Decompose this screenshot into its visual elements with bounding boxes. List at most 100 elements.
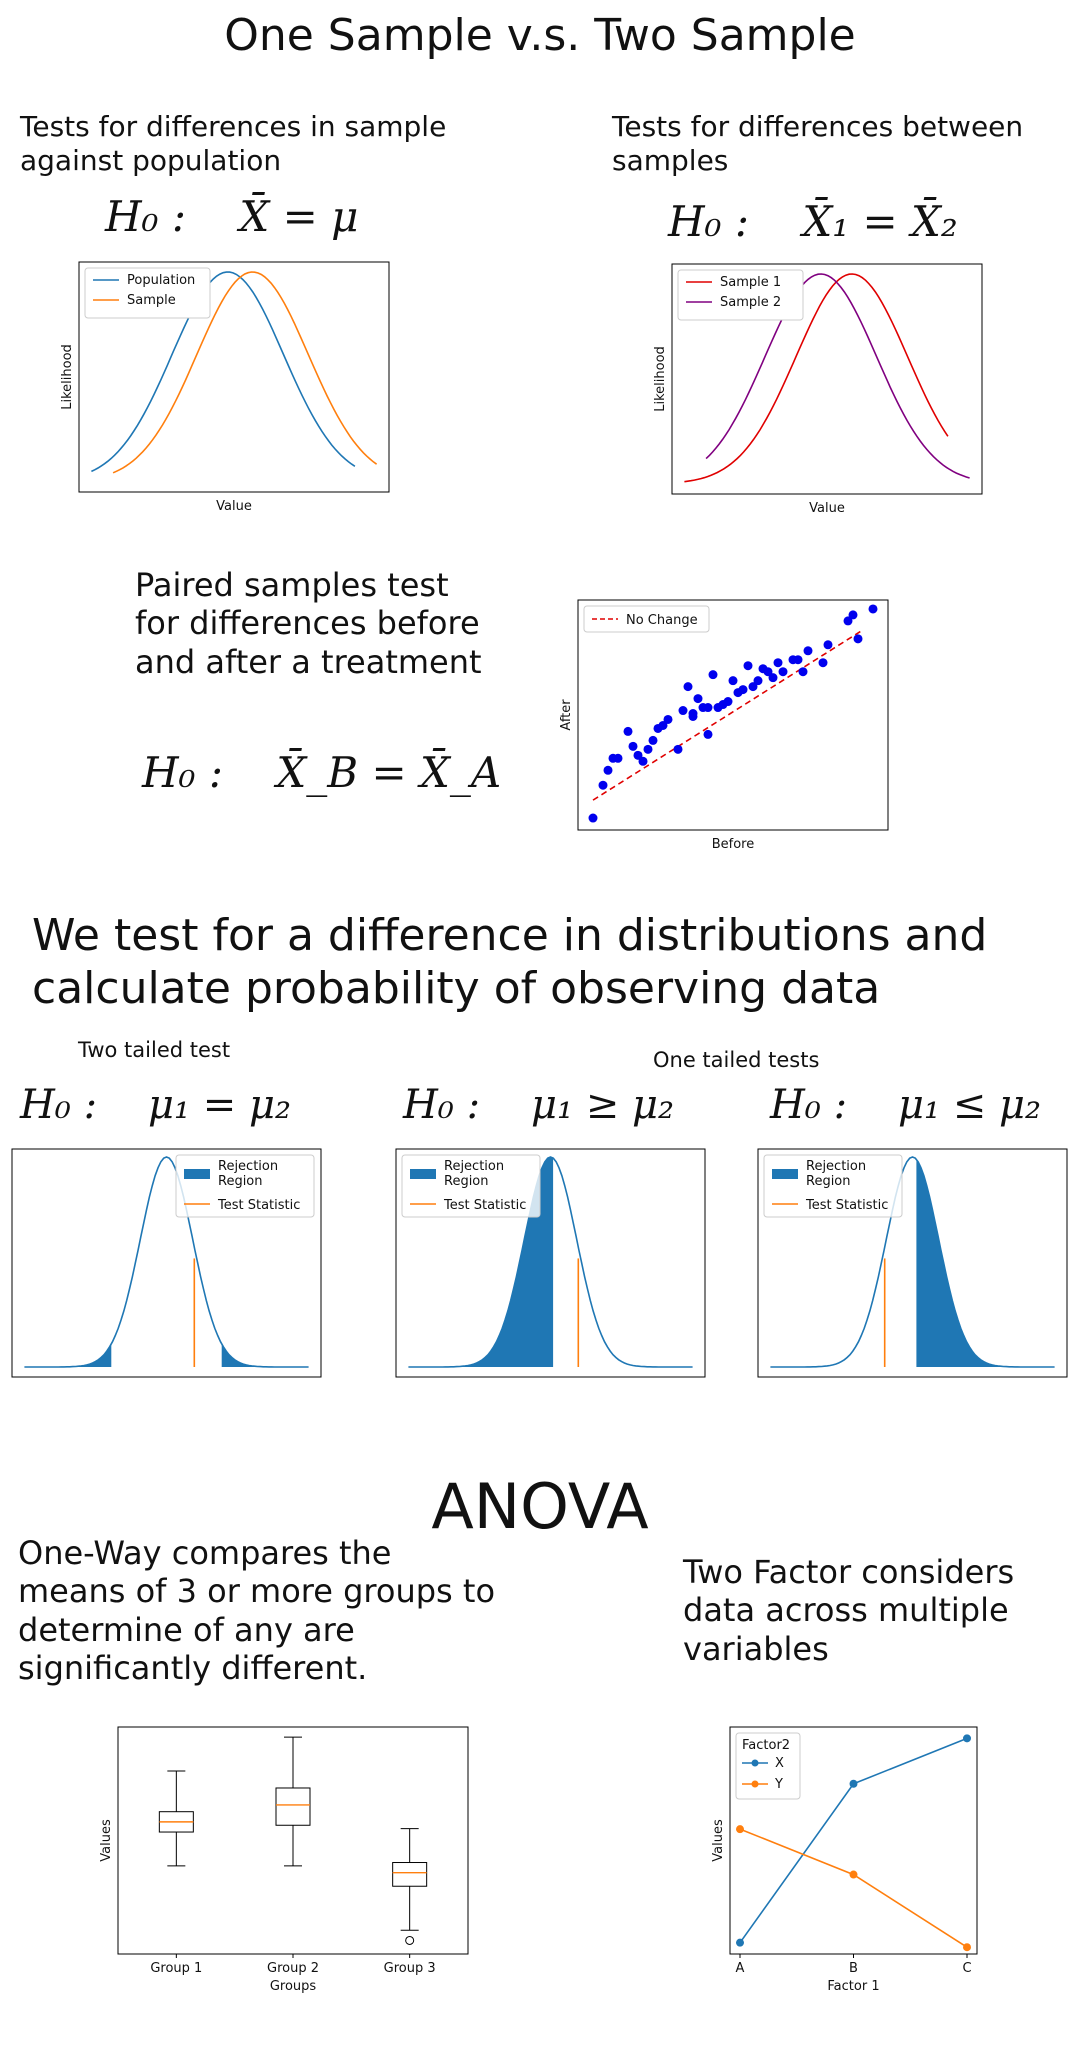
x-tick-label: B: [849, 1961, 858, 1976]
paired-hypothesis: H₀ : X̄_B = X̄_A: [142, 748, 502, 797]
scatter-point: [703, 729, 713, 739]
left-tailed-chart: Rejection Region Test Statistic: [395, 1148, 706, 1378]
scatter-point: [748, 682, 758, 692]
scatter-point: [818, 658, 828, 668]
series-point-X: [963, 1734, 971, 1743]
two-sample-hypothesis: H₀ : X̄₁ = X̄₂: [668, 197, 958, 246]
scatter-point: [793, 655, 803, 665]
scatter-point: [798, 667, 808, 677]
legend-label: Sample 2: [720, 295, 781, 310]
y-axis-label: Values: [99, 1819, 114, 1862]
curve-2: [112, 271, 378, 474]
scatter-point: [728, 676, 738, 686]
legend-marker: [751, 1780, 759, 1788]
scatter-point: [638, 756, 648, 766]
x-axis-label: Value: [809, 501, 845, 516]
x-tick-label: C: [962, 1961, 971, 1976]
two-tailed-chart: Rejection Region Test Statistic: [11, 1148, 322, 1378]
scatter-point: [763, 667, 773, 677]
legend-swatch: [410, 1169, 436, 1179]
right-tailed-chart: Rejection Region Test Statistic: [757, 1148, 1068, 1378]
two-sample-chart: Sample 1 Sample 2 Value Likelihood: [653, 263, 983, 516]
section2-title: We test for a difference in distribution…: [32, 910, 988, 1014]
scatter-point: [753, 676, 763, 686]
legend-swatch: [772, 1169, 798, 1179]
x-axis-label: Factor 1: [827, 1979, 879, 1994]
x-axis-label: Groups: [270, 1979, 317, 1994]
legend-label: Y: [774, 1777, 783, 1792]
scatter-point: [613, 753, 623, 763]
legend-box: [583, 605, 710, 633]
anova-title: ANOVA: [431, 1470, 649, 1543]
legend-marker: [751, 1759, 759, 1767]
scatter-point: [778, 667, 788, 677]
scatter-point: [628, 741, 638, 751]
left-tailed-hypothesis: H₀ : μ₁ ≥ μ₂: [403, 1082, 674, 1128]
x-tick-label: Group 3: [384, 1961, 436, 1976]
series-line-Y: [739, 1828, 968, 1948]
scatter-point: [663, 714, 673, 724]
legend-label: Rejection Region: [806, 1159, 866, 1189]
scatter-point: [738, 685, 748, 695]
legend-label: X: [775, 1756, 784, 1771]
series-point-X: [849, 1779, 858, 1788]
one-way-boxplot: Group 1 Group 2 Group 3 Groups Values: [99, 1726, 469, 1994]
one-sample-hypothesis: H₀ : X̄ = μ: [105, 192, 359, 241]
plot-frame: [11, 1148, 322, 1378]
scatter-point: [823, 640, 833, 650]
two-tailed-label: Two tailed test: [78, 1038, 231, 1062]
plot-frame: [577, 599, 889, 831]
legend-label: Rejection Region: [218, 1159, 278, 1189]
rejection-region: [221, 1343, 309, 1367]
legend-box: [175, 1154, 315, 1218]
y-axis-label: Likelihood: [60, 344, 75, 410]
paired-caption: Paired samples test for differences befo…: [135, 566, 482, 681]
outlier-point: [405, 1935, 415, 1945]
scatter-point: [853, 634, 863, 644]
y-axis-label: Values: [711, 1819, 726, 1862]
legend-label: Sample 1: [720, 275, 781, 290]
scatter-point: [683, 682, 693, 692]
scatter-point: [648, 735, 658, 745]
curve-2: [705, 273, 970, 479]
scatter-point: [673, 744, 683, 754]
paired-scatter-chart: No Change Before After: [559, 599, 889, 852]
rejection-region: [24, 1343, 112, 1367]
scatter-point: [688, 709, 698, 719]
scatter-point: [633, 750, 643, 760]
y-axis-label: Likelihood: [653, 346, 668, 412]
distribution-curve: [408, 1156, 693, 1368]
two-tailed-hypothesis: H₀ : μ₁ = μ₂: [20, 1082, 291, 1128]
legend-swatch: [184, 1169, 210, 1179]
rejection-region: [408, 1157, 554, 1367]
curve-1: [684, 273, 949, 483]
scatter-point: [678, 706, 688, 716]
no-change-line: [592, 629, 864, 801]
x-tick-label: A: [736, 1961, 745, 1976]
scatter-point: [703, 703, 713, 713]
scatter-point: [588, 813, 598, 823]
scatter-point: [743, 661, 753, 671]
legend-label: Population: [127, 273, 195, 288]
series-point-X: [736, 1938, 744, 1947]
scatter-point: [623, 726, 633, 736]
scatter-point: [598, 780, 608, 790]
one-sample-caption: Tests for differences in sample against …: [20, 110, 447, 177]
legend-title: Factor2: [742, 1738, 790, 1753]
two-sample-caption: Tests for differences between samples: [612, 110, 1024, 177]
plot-frame: [78, 261, 390, 493]
legend-box: [401, 1154, 541, 1218]
plot-frame: [395, 1148, 706, 1378]
one-tailed-label: One tailed tests: [653, 1048, 820, 1072]
scatter-point: [603, 765, 613, 775]
legend-box: [763, 1154, 903, 1218]
scatter-point: [803, 646, 813, 656]
distribution-curve: [770, 1156, 1055, 1368]
box: [392, 1862, 428, 1887]
series-point-Y: [963, 1943, 971, 1952]
box: [275, 1787, 311, 1826]
scatter-point: [723, 697, 733, 707]
series-point-Y: [849, 1870, 858, 1879]
scatter-point: [843, 616, 853, 626]
scatter-point: [768, 673, 778, 683]
